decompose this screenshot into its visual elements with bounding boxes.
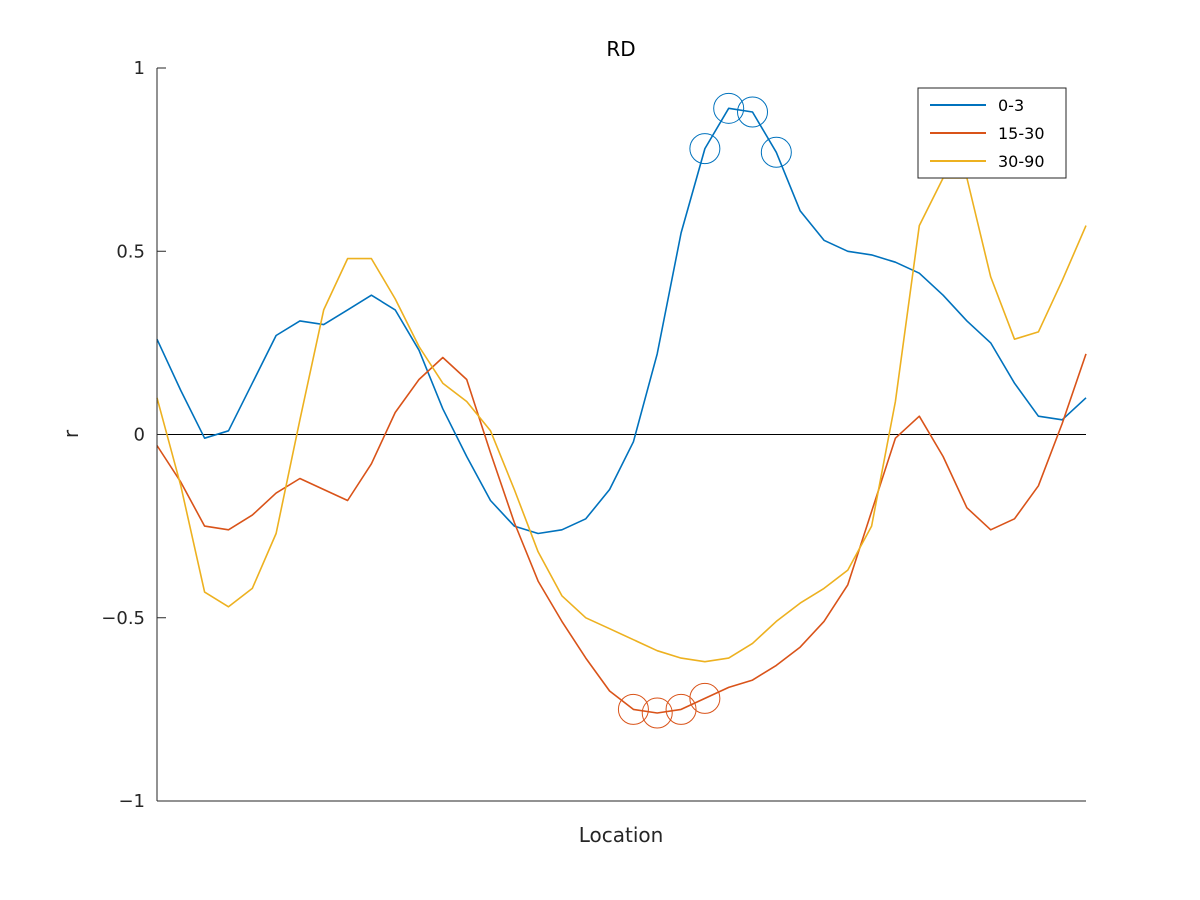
- legend-label-0: 0-3: [998, 96, 1024, 115]
- series-marker-0: [689, 133, 721, 165]
- y-tick-label: 1: [134, 58, 145, 79]
- series-marker-1: [617, 693, 649, 725]
- series-marker-0: [737, 96, 769, 128]
- series-marker-1: [665, 693, 697, 725]
- y-tick-label: −1: [118, 791, 145, 812]
- series-line-0: [156, 107, 1087, 535]
- legend-label-2: 30-90: [998, 152, 1045, 171]
- legend-label-1: 15-30: [998, 124, 1045, 143]
- y-tick-label: −0.5: [101, 608, 145, 629]
- y-axis-label: r: [59, 429, 83, 438]
- y-tick-label: 0: [134, 425, 145, 446]
- chart-title: RD: [606, 37, 635, 61]
- x-axis-label: Location: [579, 823, 664, 847]
- series-marker-1: [689, 682, 721, 714]
- series-marker-1: [641, 697, 673, 729]
- series-marker-0: [760, 136, 792, 168]
- series-layer: [156, 92, 1087, 729]
- legend: 0-3 15-30 30-90: [917, 87, 1067, 179]
- series-marker-0: [713, 92, 745, 124]
- axis-layer: −1 −0.5 0 0.5 1: [101, 58, 1086, 812]
- y-tick-label: 0.5: [116, 241, 145, 262]
- series-line-2: [156, 177, 1087, 663]
